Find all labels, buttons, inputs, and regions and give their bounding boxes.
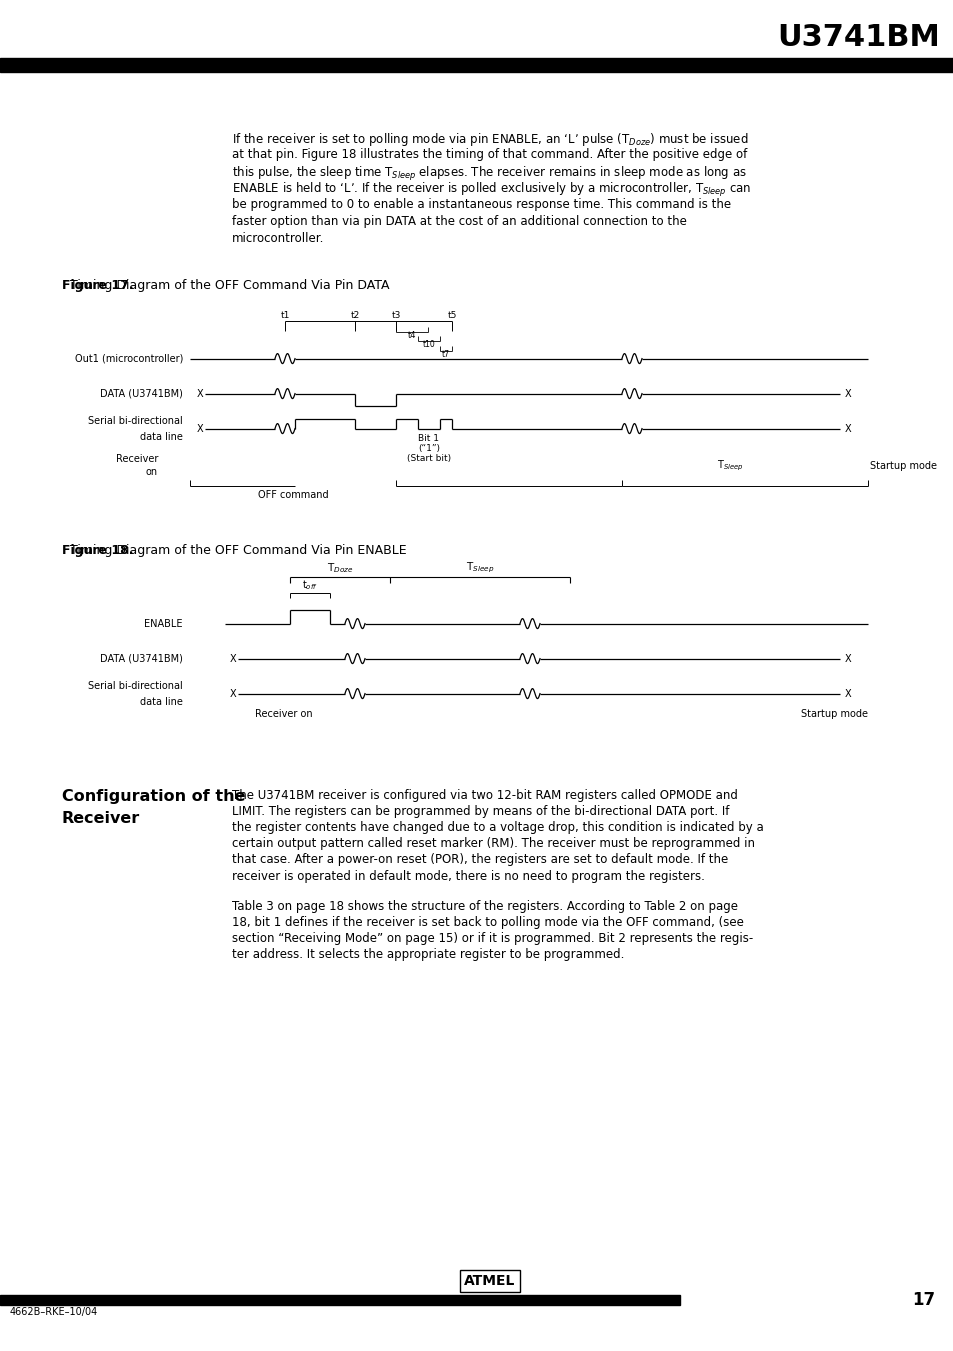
Text: Table 3 on page 18 shows the structure of the registers. According to Table 2 on: Table 3 on page 18 shows the structure o… (232, 900, 738, 913)
Text: X: X (843, 424, 850, 434)
Text: T$_{Sleep}$: T$_{Sleep}$ (465, 561, 494, 574)
Text: t7: t7 (441, 350, 450, 358)
Text: T$_{Sleep}$: T$_{Sleep}$ (716, 458, 742, 473)
Text: 17: 17 (911, 1292, 934, 1309)
Text: ENABLE: ENABLE (144, 619, 183, 628)
Text: Receiver on: Receiver on (254, 709, 313, 719)
Text: X: X (843, 654, 850, 663)
Text: Startup mode: Startup mode (801, 709, 867, 719)
Text: The U3741BM receiver is configured via two 12-bit RAM registers called OPMODE an: The U3741BM receiver is configured via t… (232, 789, 737, 801)
Text: Startup mode: Startup mode (869, 461, 936, 470)
Text: ATMEL: ATMEL (464, 1274, 516, 1288)
Text: that case. After a power-on reset (POR), the registers are set to default mode. : that case. After a power-on reset (POR),… (232, 854, 727, 866)
Text: X: X (196, 424, 203, 434)
Text: Timing Diagram of the OFF Command Via Pin ENABLE: Timing Diagram of the OFF Command Via Pi… (62, 543, 406, 557)
Text: on: on (146, 466, 158, 477)
Text: receiver is operated in default mode, there is no need to program the registers.: receiver is operated in default mode, th… (232, 870, 704, 882)
Text: Out1 (microcontroller): Out1 (microcontroller) (74, 354, 183, 363)
Text: U3741BM: U3741BM (777, 23, 939, 51)
Text: X: X (230, 654, 236, 663)
Text: LIMIT. The registers can be programmed by means of the bi-directional DATA port.: LIMIT. The registers can be programmed b… (232, 805, 729, 817)
Text: t10: t10 (422, 339, 435, 349)
Text: X: X (843, 389, 850, 399)
Text: X: X (230, 689, 236, 698)
Text: Serial bi-directional: Serial bi-directional (89, 416, 183, 426)
Text: ter address. It selects the appropriate register to be programmed.: ter address. It selects the appropriate … (232, 948, 623, 962)
Text: Timing Diagram of the OFF Command Via Pin DATA: Timing Diagram of the OFF Command Via Pi… (62, 278, 389, 292)
Text: this pulse, the sleep time T$_{Sleep}$ elapses. The receiver remains in sleep mo: this pulse, the sleep time T$_{Sleep}$ e… (232, 165, 746, 182)
Text: faster option than via pin DATA at the cost of an additional connection to the: faster option than via pin DATA at the c… (232, 215, 686, 228)
Text: t2: t2 (350, 311, 359, 320)
Text: X: X (196, 389, 203, 399)
Text: at that pin. Figure 18 illustrates the timing of that command. After the positiv: at that pin. Figure 18 illustrates the t… (232, 147, 746, 161)
Text: Bit 1
(“1”)
(Start bit): Bit 1 (“1”) (Start bit) (407, 434, 451, 463)
Bar (0, 58, 953, 72)
Text: If the receiver is set to polling mode via pin ENABLE, an ‘L’ pulse (T$_{Doze}$): If the receiver is set to polling mode v… (232, 131, 748, 149)
Text: data line: data line (140, 431, 183, 442)
Text: Configuration of the
Receiver: Configuration of the Receiver (62, 789, 245, 825)
Text: t$_{off}$: t$_{off}$ (302, 578, 317, 592)
Text: t4: t4 (407, 331, 416, 339)
Text: ENABLE is held to ‘L’. If the receiver is polled exclusively by a microcontrolle: ENABLE is held to ‘L’. If the receiver i… (232, 181, 751, 200)
Text: microcontroller.: microcontroller. (232, 232, 324, 245)
Text: section “Receiving Mode” on page 15) or if it is programmed. Bit 2 represents th: section “Receiving Mode” on page 15) or … (232, 932, 753, 946)
Text: t3: t3 (391, 311, 400, 320)
Text: be programmed to 0 to enable a instantaneous response time. This command is the: be programmed to 0 to enable a instantan… (232, 199, 730, 211)
Text: Figure 18.: Figure 18. (62, 543, 133, 557)
Text: Receiver: Receiver (115, 454, 158, 463)
Text: Figure 17.: Figure 17. (62, 278, 133, 292)
Text: OFF command: OFF command (257, 489, 328, 500)
Text: DATA (U3741BM): DATA (U3741BM) (100, 654, 183, 663)
Text: 18, bit 1 defines if the receiver is set back to polling mode via the OFF comman: 18, bit 1 defines if the receiver is set… (232, 916, 743, 929)
Text: t5: t5 (447, 311, 456, 320)
Text: data line: data line (140, 697, 183, 707)
Text: 4662B–RKE–10/04: 4662B–RKE–10/04 (10, 1306, 98, 1317)
Text: the register contents have changed due to a voltage drop, this condition is indi: the register contents have changed due t… (232, 821, 763, 834)
Text: Serial bi-directional: Serial bi-directional (89, 681, 183, 690)
Text: X: X (843, 689, 850, 698)
Text: certain output pattern called reset marker (RM). The receiver must be reprogramm: certain output pattern called reset mark… (232, 838, 754, 850)
Text: t1: t1 (280, 311, 290, 320)
Text: T$_{Doze}$: T$_{Doze}$ (327, 561, 353, 574)
Text: DATA (U3741BM): DATA (U3741BM) (100, 389, 183, 399)
Bar (0, 1296, 679, 1305)
